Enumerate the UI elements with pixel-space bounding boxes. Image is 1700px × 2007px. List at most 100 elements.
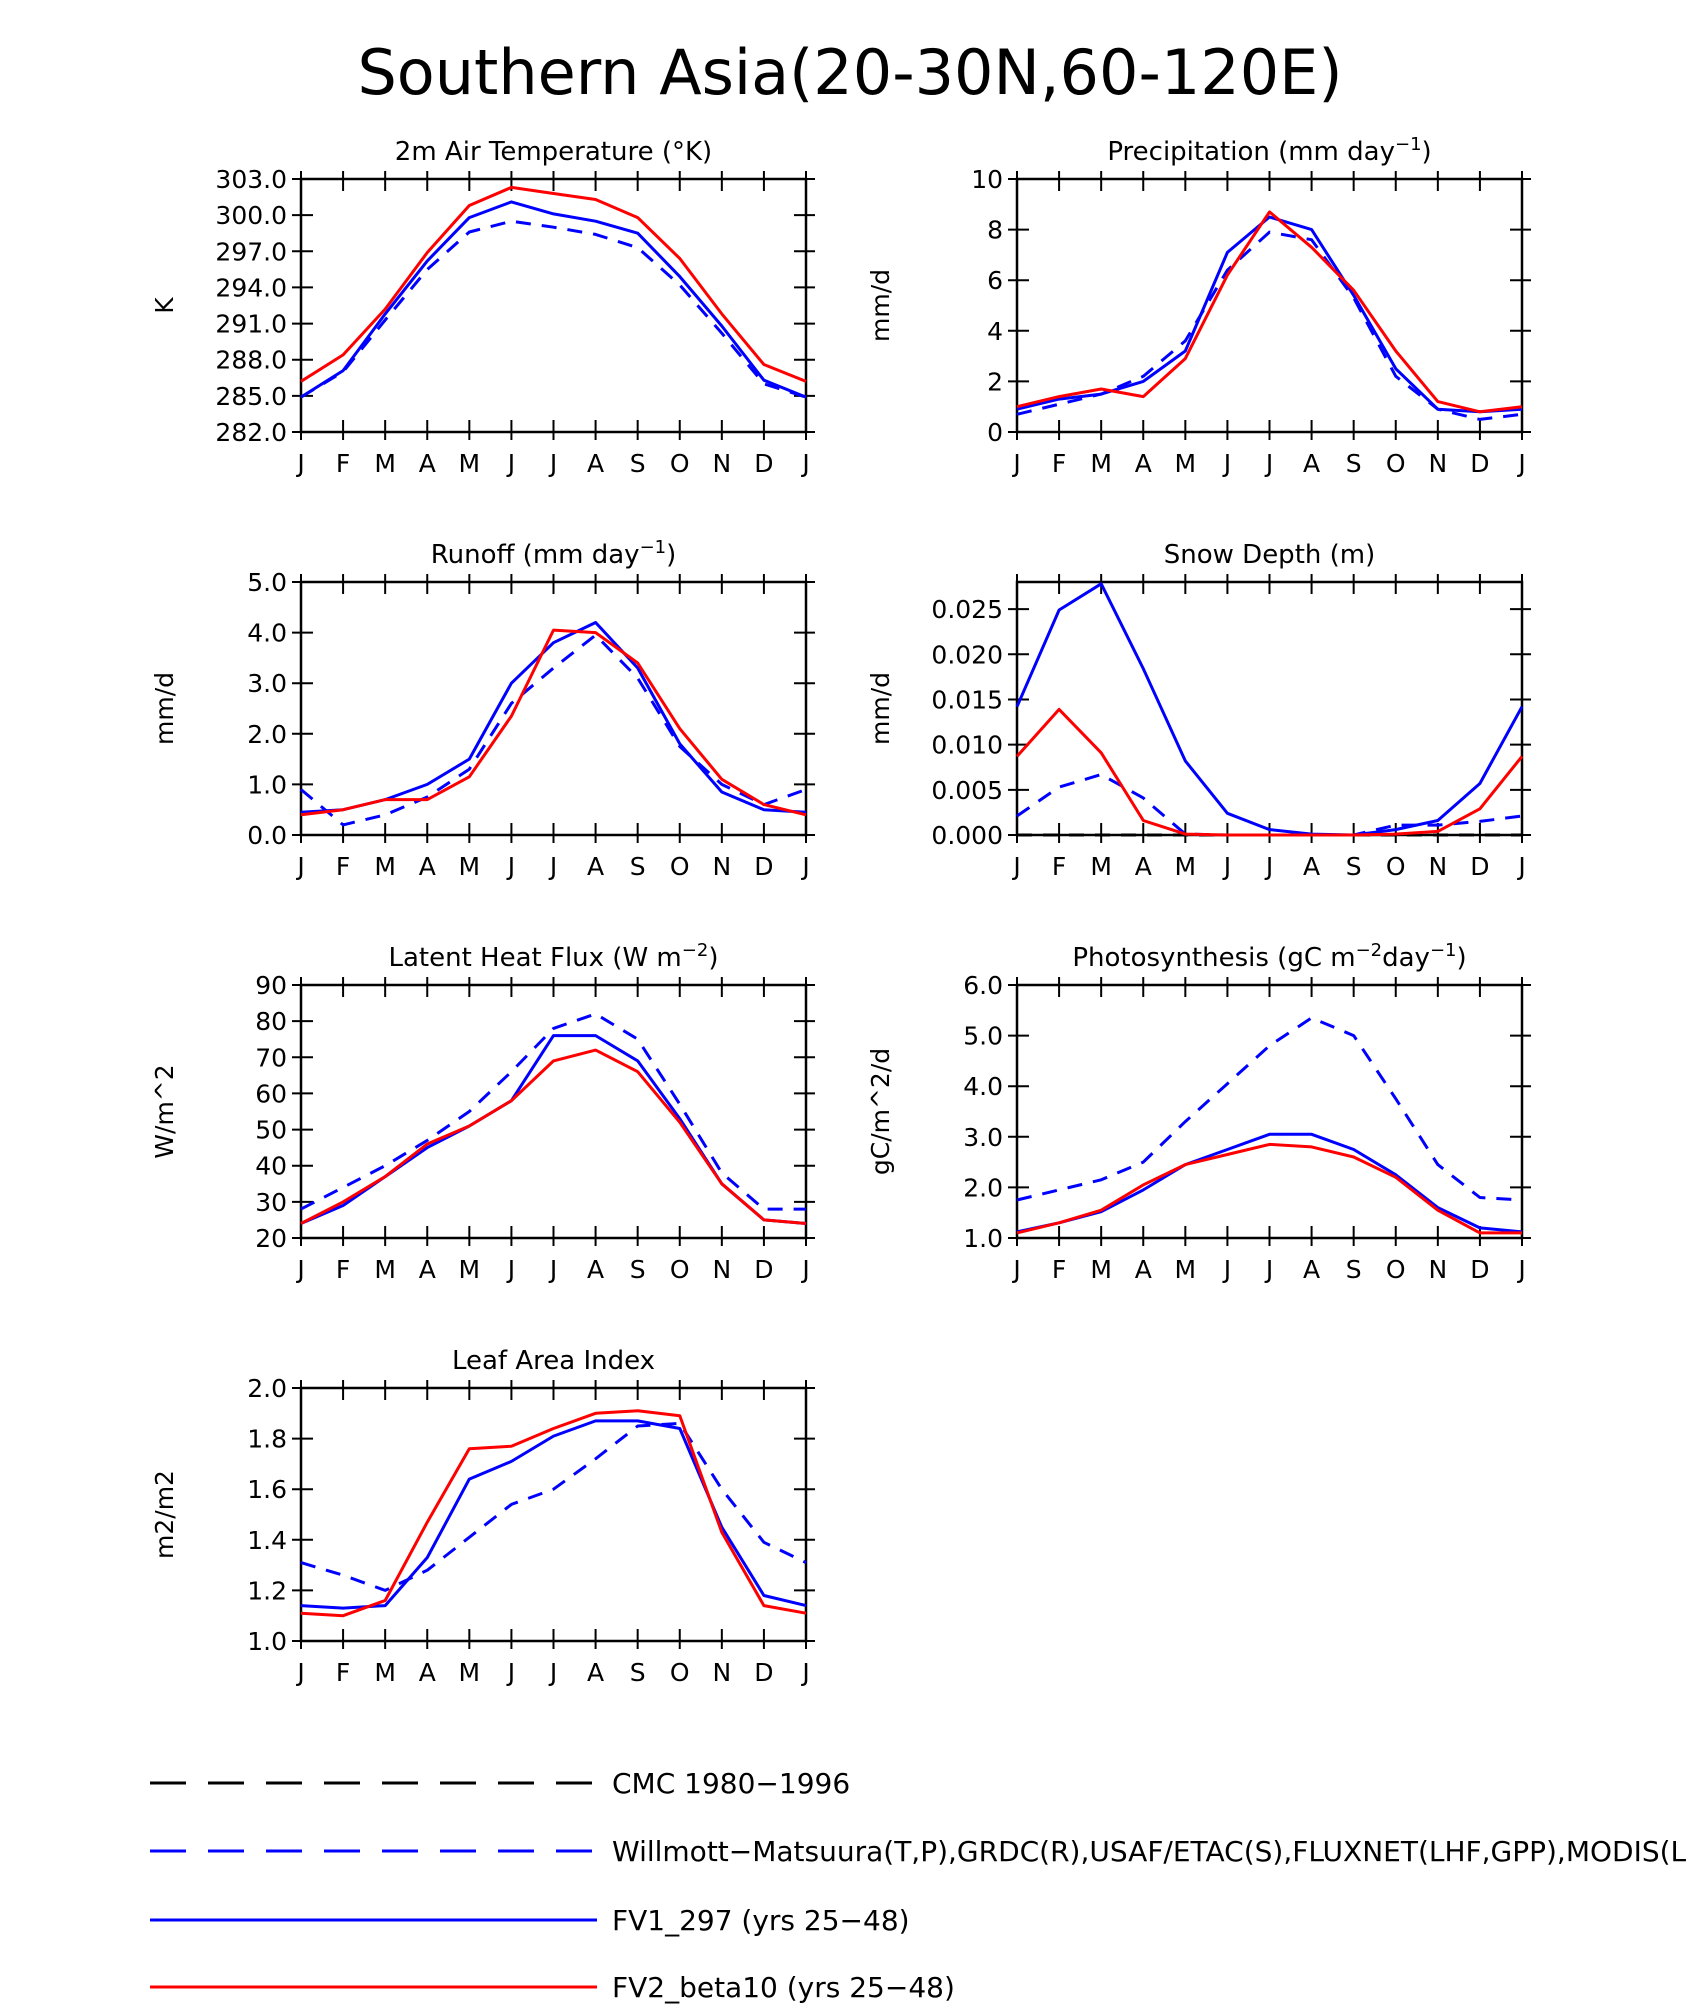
x-tick-label: J — [1222, 449, 1231, 478]
panel-title: 2m Air Temperature (°K) — [395, 137, 712, 167]
x-tick-label: S — [630, 852, 646, 881]
y-tick-label: 70 — [255, 1043, 287, 1072]
y-tick-label: 50 — [255, 1116, 287, 1145]
y-tick-label: 1.0 — [963, 1224, 1003, 1253]
x-tick-label: M — [1175, 1255, 1197, 1284]
x-tick-label: A — [419, 1658, 436, 1687]
y-tick-label: 6 — [987, 266, 1003, 295]
y-tick-label: 0.020 — [931, 640, 1003, 669]
y-tick-label: 30 — [255, 1188, 287, 1217]
y-tick-label: 3.0 — [247, 669, 287, 698]
series-line-fv1-297 — [300, 200, 807, 399]
chart-panel-6: Photosynthesis (gC m−2day−1)J F M A M J J A S O N D… — [866, 940, 1531, 1284]
legend-label: CMC 1980−1996 — [612, 1767, 850, 1800]
x-tick-label: J — [506, 1255, 515, 1284]
x-tick-label: A — [419, 1255, 436, 1284]
y-tick-label: 0.025 — [931, 595, 1003, 624]
y-tick-label: 1.2 — [247, 1576, 287, 1605]
x-tick-label: D — [754, 1658, 773, 1687]
x-tick-label: A — [587, 1658, 604, 1687]
panel-title: Runoff (mm day−1) — [431, 537, 677, 571]
x-tick-label: M — [374, 852, 396, 881]
y-tick-label: 1.0 — [247, 770, 287, 799]
legend-label: FV2_beta10 (yrs 25−48) — [612, 1971, 955, 2004]
x-tick-label: M — [459, 1255, 481, 1284]
y-tick-label: 6.0 — [963, 971, 1003, 1000]
series-line-observations — [1016, 1016, 1523, 1202]
y-tick-label: 300.0 — [215, 201, 287, 230]
x-tick-label: M — [374, 1658, 396, 1687]
x-tick-label: S — [630, 449, 646, 478]
series-line-observations — [300, 1421, 807, 1592]
y-tick-label: 8 — [987, 216, 1003, 245]
x-tick-label: A — [1303, 449, 1320, 478]
x-tick-label: M — [1090, 1255, 1112, 1284]
y-tick-label: 10 — [971, 165, 1003, 194]
panel-title: Photosynthesis (gC m−2day−1) — [1072, 940, 1466, 974]
y-axis-label: mm/d — [150, 672, 179, 745]
x-tick-label: D — [1470, 449, 1489, 478]
series-line-fv1-297 — [1016, 1132, 1523, 1234]
y-tick-label: 0.010 — [931, 731, 1003, 760]
x-tick-label: J — [295, 1658, 304, 1687]
x-tick-label: N — [712, 852, 731, 881]
y-tick-label: 5.0 — [963, 1022, 1003, 1051]
x-tick-label: J — [1264, 1255, 1273, 1284]
x-tick-label: M — [1090, 852, 1112, 881]
y-axis-label: gC/m^2/d — [866, 1048, 895, 1175]
x-tick-label: A — [587, 449, 604, 478]
chart-panel-5: Latent Heat Flux (W m−2)J F M A M J J A S O N D J203… — [150, 940, 815, 1284]
series-line-fv2-beta10 — [300, 1409, 807, 1618]
x-tick-label: M — [459, 1658, 481, 1687]
x-tick-label: J — [800, 852, 809, 881]
x-tick-label: N — [1428, 449, 1447, 478]
x-tick-label: N — [712, 449, 731, 478]
y-tick-label: 303.0 — [215, 165, 287, 194]
x-tick-label: D — [1470, 852, 1489, 881]
x-tick-label: A — [1303, 852, 1320, 881]
series-line-fv2-beta10 — [300, 185, 807, 383]
legend-label: Willmott−Matsuura(T,P),GRDC(R),USAF/ETAC… — [612, 1835, 1687, 1868]
x-tick-label: A — [419, 852, 436, 881]
x-tick-label: J — [548, 1255, 557, 1284]
x-tick-label: M — [459, 449, 481, 478]
x-tick-label: O — [1386, 1255, 1406, 1284]
x-tick-label: J — [1264, 852, 1273, 881]
chart-panel-1: 2m Air Temperature (°K)J F M A M J J A S O N D J282.… — [150, 137, 815, 478]
x-tick-label: N — [712, 1658, 731, 1687]
series-line-fv1-297 — [1015, 582, 1524, 837]
y-tick-label: 80 — [255, 1007, 287, 1036]
y-tick-label: 0.015 — [931, 685, 1003, 714]
series-line-fv2-beta10 — [1016, 210, 1523, 414]
x-tick-label: O — [670, 1658, 690, 1687]
x-tick-label: J — [800, 1658, 809, 1687]
chart-panel-2: Precipitation (mm day−1)J F M A M J J A S O N D J024… — [866, 134, 1531, 478]
series-line-observations — [300, 633, 807, 827]
panel-title: Snow Depth (m) — [1164, 540, 1376, 570]
x-tick-label: J — [548, 449, 557, 478]
series-line-fv1-297 — [300, 1419, 807, 1610]
x-tick-label: F — [336, 852, 350, 881]
series-line-fv2-beta10 — [1015, 707, 1524, 837]
panels: 2m Air Temperature (°K)J F M A M J J A S O N D J282.… — [150, 134, 1531, 1687]
y-tick-label: 291.0 — [215, 310, 287, 339]
y-tick-label: 2.0 — [963, 1173, 1003, 1202]
y-tick-label: 294.0 — [215, 273, 287, 302]
x-tick-label: D — [754, 1255, 773, 1284]
plot-frame — [1015, 983, 1524, 1240]
x-tick-label: J — [548, 852, 557, 881]
series-line-fv1-297 — [1016, 215, 1523, 414]
y-tick-label: 1.6 — [247, 1475, 287, 1504]
x-tick-label: D — [1470, 1255, 1489, 1284]
x-tick-label: M — [1175, 852, 1197, 881]
series-line-fv1-297 — [300, 1034, 807, 1225]
y-tick-label: 282.0 — [215, 418, 287, 447]
x-tick-label: J — [1011, 449, 1020, 478]
x-tick-label: F — [336, 449, 350, 478]
y-tick-label: 2.0 — [247, 720, 287, 749]
x-tick-label: O — [1386, 449, 1406, 478]
y-tick-label: 1.0 — [247, 1627, 287, 1656]
y-tick-label: 2 — [987, 367, 1003, 396]
legend: CMC 1980−1996 Willmott−Matsuura(T,P),GRDC… — [150, 1767, 1687, 2004]
y-tick-label: 297.0 — [215, 237, 287, 266]
